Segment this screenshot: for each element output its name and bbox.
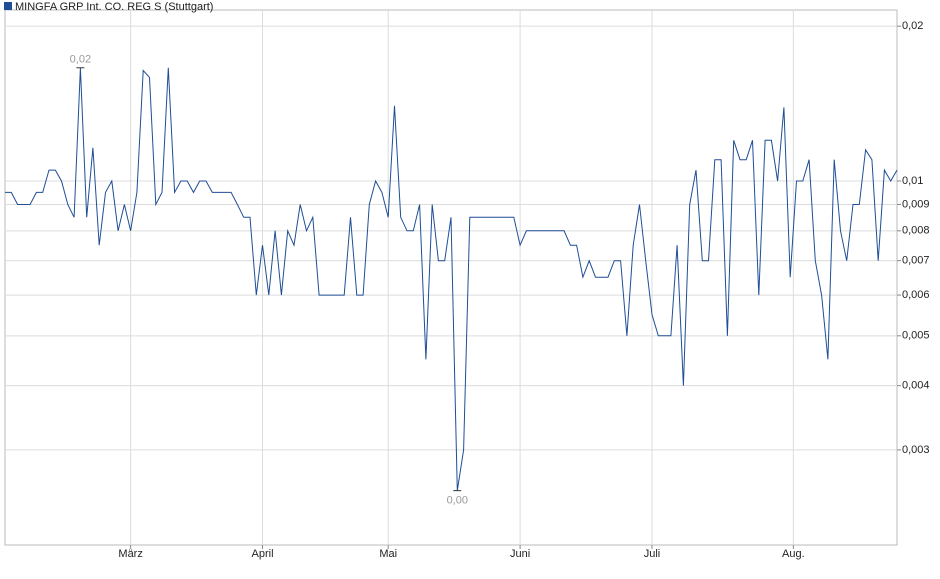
x-tick-label: Aug. — [782, 548, 805, 560]
y-tick-label: 0,02 — [902, 20, 923, 32]
plot-frame — [4, 9, 898, 546]
legend-label: MINGFA GRP Int. CO. REG S (Stuttgart) — [15, 1, 213, 13]
y-tick-label: 0,007 — [902, 255, 930, 267]
y-tick-label: 0,008 — [902, 225, 930, 237]
legend-swatch — [4, 2, 12, 10]
y-tick-label: 0,01 — [902, 175, 923, 187]
y-tick-label: 0,004 — [902, 380, 930, 392]
x-tick-label: April — [252, 548, 274, 560]
y-tick-label: 0,005 — [902, 330, 930, 342]
x-tick-label: Juli — [644, 548, 661, 560]
y-tick-label: 0,006 — [902, 289, 930, 301]
y-tick-label: 0,009 — [902, 198, 930, 210]
x-tick-label: Juni — [510, 548, 530, 560]
x-tick-label: Mai — [379, 548, 397, 560]
value-label: 0,02 — [70, 54, 91, 66]
y-tick-label: 0,003 — [902, 444, 930, 456]
value-label: 0,00 — [447, 495, 468, 507]
price-line — [5, 67, 898, 491]
x-tick-label: März — [118, 548, 142, 560]
